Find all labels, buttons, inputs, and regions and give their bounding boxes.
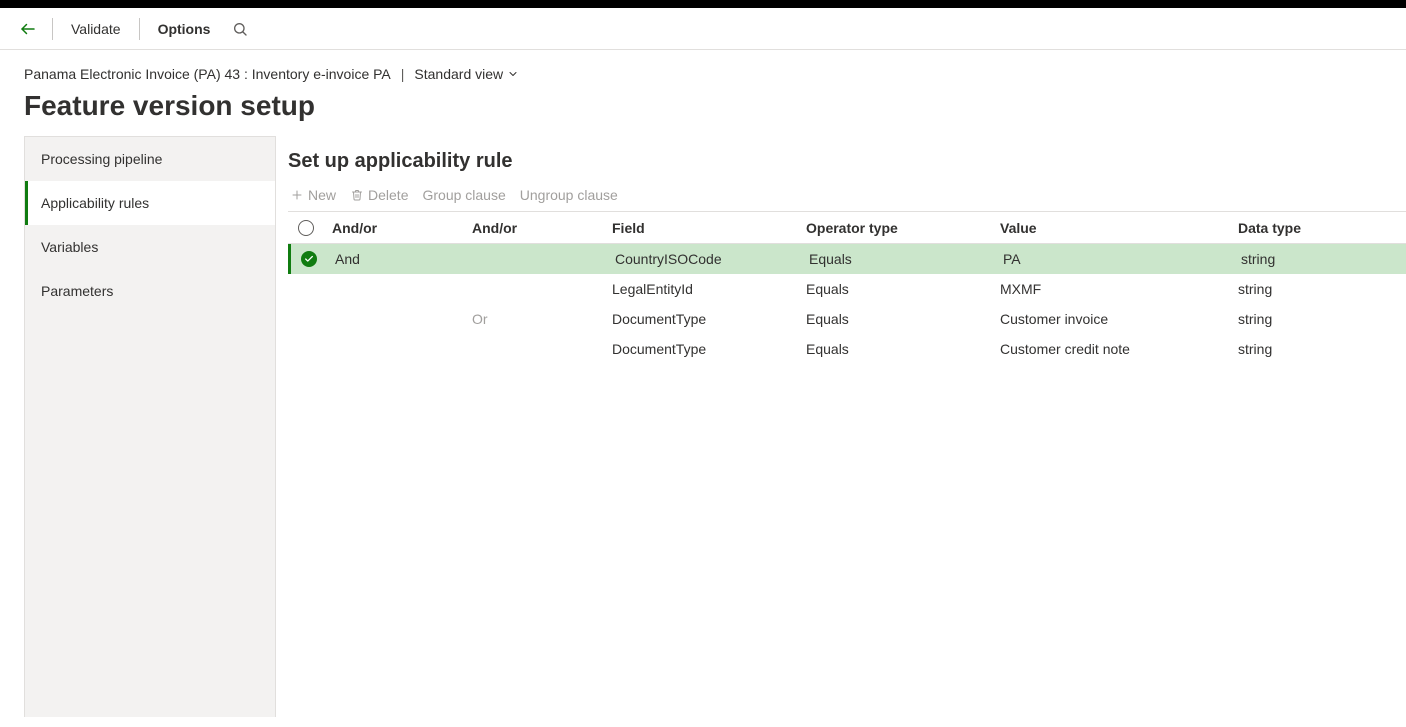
command-bar: Validate Options [0,8,1406,50]
plus-icon [290,188,304,202]
cell-value[interactable]: MXMF [992,277,1230,301]
select-all[interactable] [288,216,324,240]
sidebar-item-parameters[interactable]: Parameters [25,269,275,313]
cell-andor2[interactable] [464,345,604,353]
cell-field[interactable]: CountryISOCode [607,247,801,271]
new-label: New [308,187,336,203]
cell-field[interactable]: DocumentType [604,337,798,361]
breadcrumb-context: Panama Electronic Invoice (PA) 43 : Inve… [24,66,391,82]
cell-operator[interactable]: Equals [801,247,995,271]
col-andor1[interactable]: And/or [324,216,464,240]
cell-datatype[interactable]: string [1230,307,1400,331]
arrow-left-icon [19,20,37,38]
page-title: Feature version setup [24,90,1382,122]
sidebar-item-variables[interactable]: Variables [25,225,275,269]
col-datatype[interactable]: Data type [1230,216,1400,240]
search-button[interactable] [224,13,256,45]
rules-grid: And/or And/or Field Operator type Value … [288,211,1406,364]
search-icon [232,21,248,37]
new-button[interactable]: New [290,187,336,203]
breadcrumb-separator: | [401,66,405,82]
view-label: Standard view [414,66,503,82]
delete-label: Delete [368,187,408,203]
table-row[interactable]: LegalEntityId Equals MXMF string [288,274,1406,304]
cell-datatype[interactable]: string [1230,337,1400,361]
cell-value[interactable]: Customer credit note [992,337,1230,361]
col-field[interactable]: Field [604,216,798,240]
chevron-down-icon [507,68,519,80]
col-value[interactable]: Value [992,216,1230,240]
cell-datatype[interactable]: string [1230,277,1400,301]
validate-button[interactable]: Validate [61,17,131,41]
cell-value[interactable]: Customer invoice [992,307,1230,331]
grid-header: And/or And/or Field Operator type Value … [288,212,1406,244]
cell-andor2[interactable] [467,255,607,263]
toolbar-divider [52,18,53,40]
cell-andor1[interactable]: And [327,247,467,271]
cell-andor1[interactable] [324,345,464,353]
group-clause-button[interactable]: Group clause [422,187,505,203]
trash-icon [350,188,364,202]
grid-actions: New Delete Group clause Ungroup clause [288,187,1406,203]
row-marker[interactable] [288,345,324,353]
sidebar: Processing pipeline Applicability rules … [24,136,276,717]
sidebar-item-applicability-rules[interactable]: Applicability rules [25,181,275,225]
body: Processing pipeline Applicability rules … [0,136,1406,717]
cell-operator[interactable]: Equals [798,277,992,301]
cell-operator[interactable]: Equals [798,337,992,361]
options-button[interactable]: Options [148,17,221,41]
ungroup-label: Ungroup clause [520,187,618,203]
table-row[interactable]: And CountryISOCode Equals PA string [288,244,1406,274]
row-marker[interactable] [288,315,324,323]
breadcrumb: Panama Electronic Invoice (PA) 43 : Inve… [24,66,1382,82]
cell-andor2[interactable]: Or [464,307,604,331]
col-operator[interactable]: Operator type [798,216,992,240]
cell-field[interactable]: DocumentType [604,307,798,331]
table-row[interactable]: Or DocumentType Equals Customer invoice … [288,304,1406,334]
cell-field[interactable]: LegalEntityId [604,277,798,301]
group-label: Group clause [422,187,505,203]
cell-operator[interactable]: Equals [798,307,992,331]
title-area: Panama Electronic Invoice (PA) 43 : Inve… [0,50,1406,136]
section-title: Set up applicability rule [288,150,1406,173]
sidebar-item-processing-pipeline[interactable]: Processing pipeline [25,137,275,181]
row-marker[interactable] [288,285,324,293]
cell-andor1[interactable] [324,285,464,293]
toolbar-divider [139,18,140,40]
radio-icon [298,220,314,236]
window-top-strip [0,0,1406,8]
cell-andor1[interactable] [324,315,464,323]
view-switcher[interactable]: Standard view [414,66,519,82]
col-andor2[interactable]: And/or [464,216,604,240]
ungroup-clause-button[interactable]: Ungroup clause [520,187,618,203]
cell-value[interactable]: PA [995,247,1233,271]
back-button[interactable] [12,13,44,45]
delete-button[interactable]: Delete [350,187,408,203]
row-marker[interactable] [291,247,327,271]
cell-andor2[interactable] [464,285,604,293]
table-row[interactable]: DocumentType Equals Customer credit note… [288,334,1406,364]
main-panel: Set up applicability rule New Delete Gro… [276,136,1406,717]
check-circle-icon [301,251,317,267]
cell-datatype[interactable]: string [1233,247,1403,271]
